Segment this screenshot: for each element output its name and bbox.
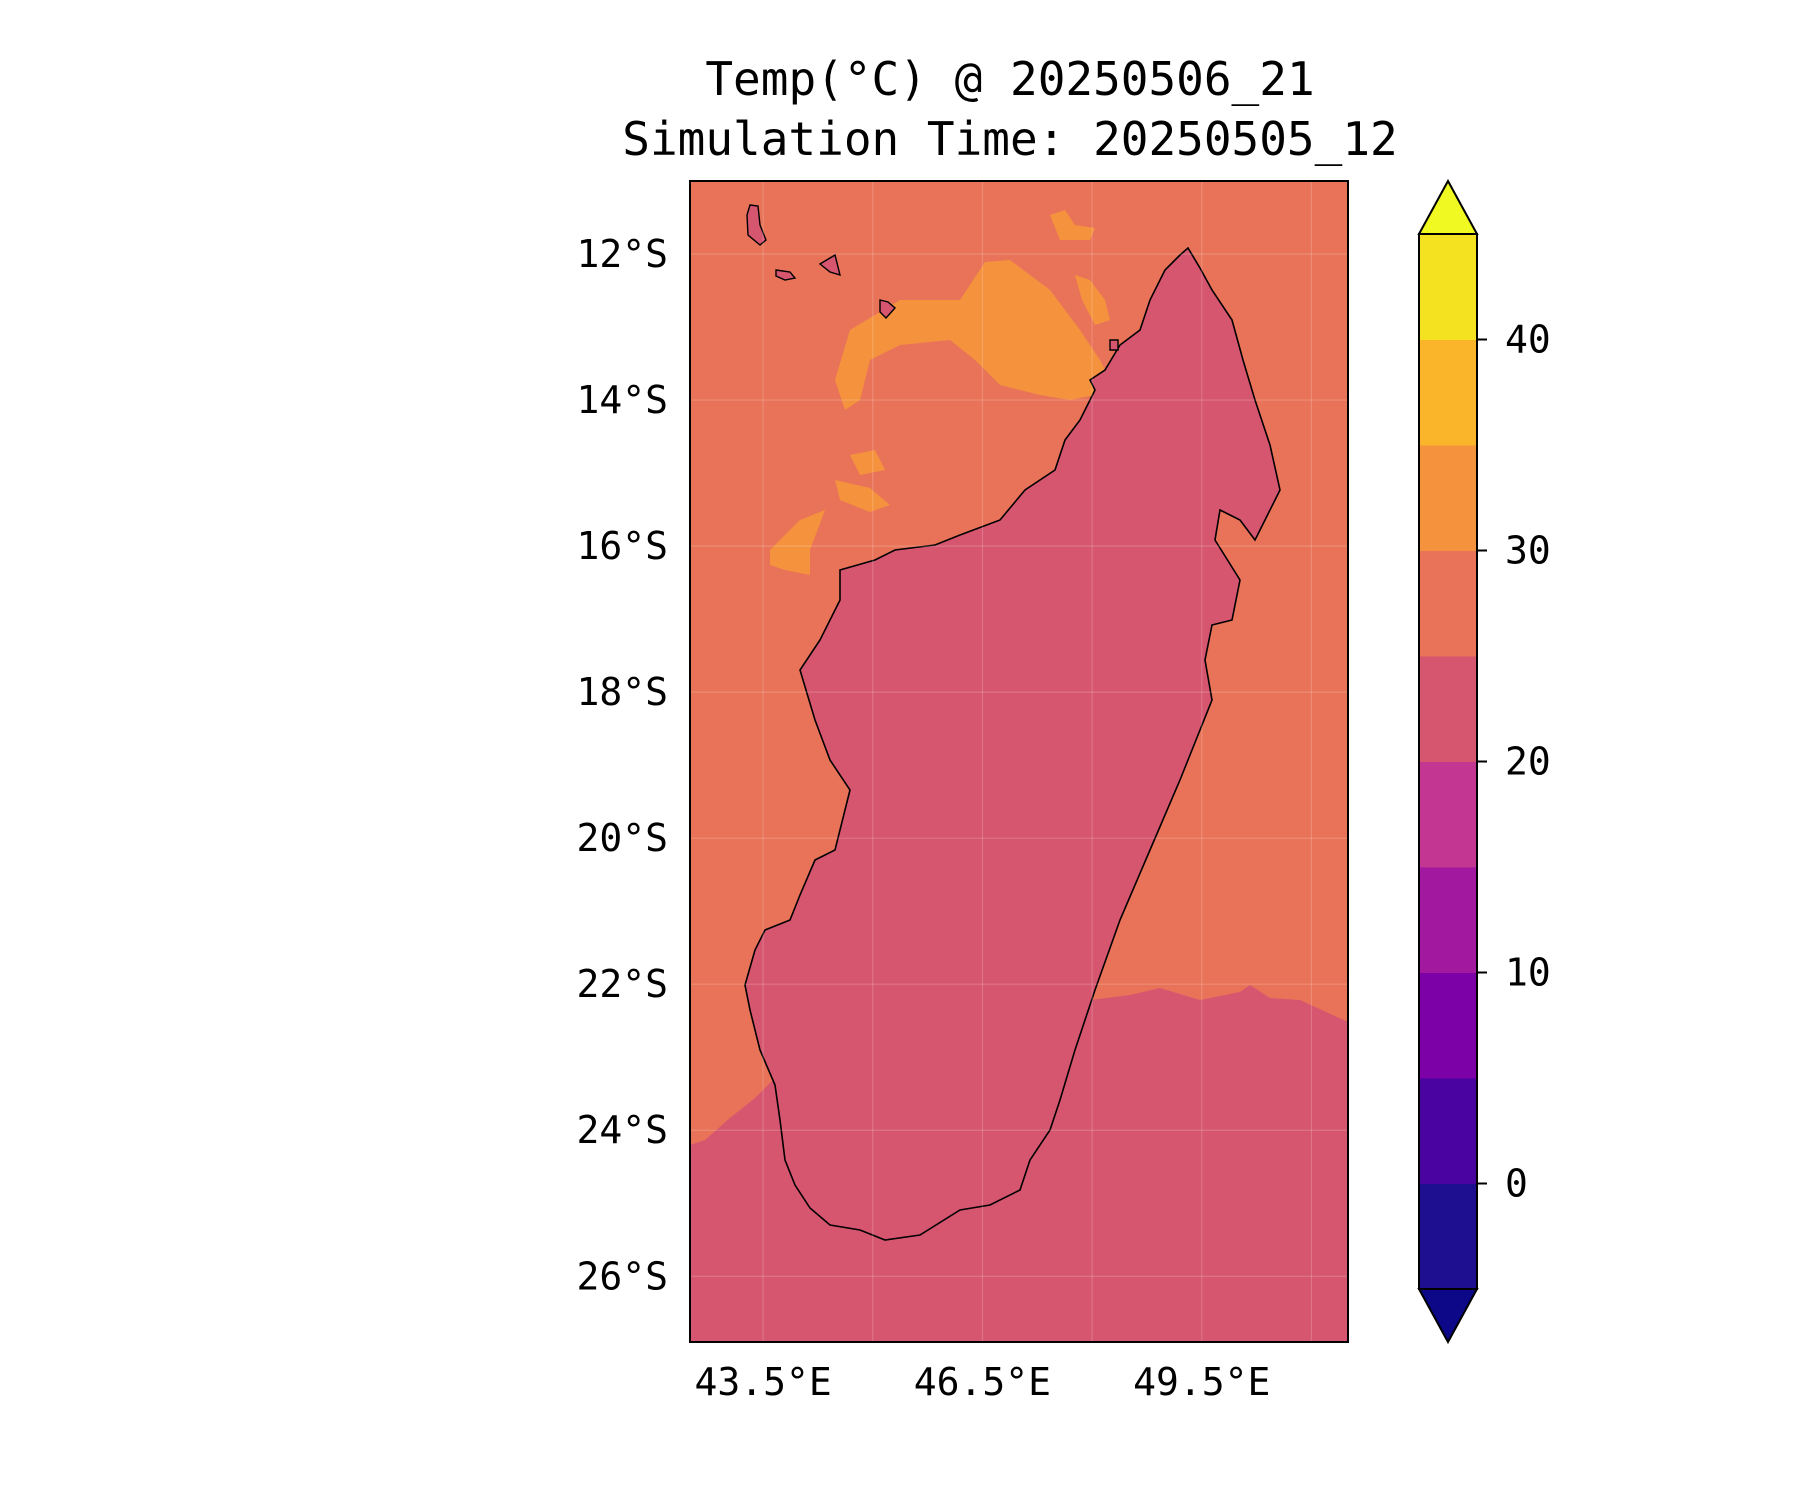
gridlines: [690, 181, 1348, 1342]
colorbar-extend-min: [1417, 1288, 1479, 1345]
colorbar-tick-label: 10: [1505, 951, 1551, 995]
colorbar-segment: [1419, 234, 1477, 340]
map-frame: [689, 180, 1349, 1343]
map-title: Temp(°C) @ 20250506_21: [705, 52, 1315, 106]
x-tick-label: 43.5°E: [694, 1360, 831, 1404]
colorbar-segment: [1419, 1078, 1477, 1184]
map-subtitle: Simulation Time: 20250505_12: [622, 112, 1398, 166]
y-axis: 12°S 14°S 16°S 18°S 20°S 22°S 24°S 26°S: [576, 232, 668, 1298]
colorbar-tick-label: 40: [1505, 318, 1551, 362]
warm-sea-patches: [770, 210, 1110, 575]
colorbar-tick-label: 0: [1505, 1162, 1528, 1206]
colorbar-segment: [1419, 656, 1477, 762]
y-tick-label: 26°S: [576, 1254, 668, 1298]
y-tick-label: 20°S: [576, 816, 668, 860]
colorbar-tick-label: 30: [1505, 529, 1551, 573]
colorbar-segment: [1419, 972, 1477, 1079]
x-axis: 43.5°E 46.5°E 49.5°E: [694, 1360, 1270, 1404]
y-tick-label: 14°S: [576, 378, 668, 422]
y-tick-label: 24°S: [576, 1108, 668, 1152]
y-tick-label: 18°S: [576, 670, 668, 714]
colorbar-segment: [1419, 1183, 1477, 1290]
colorbar-extend-max: [1417, 178, 1479, 235]
y-tick-label: 22°S: [576, 962, 668, 1006]
y-tick-label: 16°S: [576, 524, 668, 568]
colorbar-tick-label: 20: [1505, 740, 1551, 784]
colorbar-segment: [1419, 445, 1477, 551]
islands: [746, 204, 1119, 351]
colorbar-segment: [1419, 550, 1477, 657]
map-field: [690, 181, 1348, 1342]
x-tick-label: 49.5°E: [1133, 1360, 1270, 1404]
x-tick-label: 46.5°E: [914, 1360, 1051, 1404]
colorbar-segment: [1419, 761, 1477, 868]
y-tick-label: 12°S: [576, 232, 668, 276]
colorbar-segment: [1419, 339, 1477, 446]
colorbar-segment: [1419, 867, 1477, 973]
colorbar: 0 10 20 30 40: [1417, 178, 1551, 1345]
